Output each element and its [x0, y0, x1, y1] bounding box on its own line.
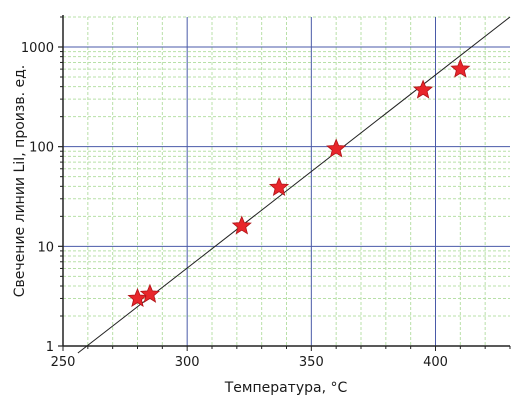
axes — [58, 15, 511, 351]
x-tick-label: 400 — [423, 355, 448, 370]
y-tick-labels: 1 10 100 1000 — [21, 41, 54, 355]
y-tick-label: 1 — [46, 340, 54, 355]
data-point-star — [127, 287, 148, 307]
x-tick-label: 250 — [51, 355, 76, 370]
y-axis-title: Свечение линии LiI, произв. ед. — [12, 65, 28, 297]
x-axis-title: Температура, °C — [224, 380, 348, 396]
y-tick-label: 10 — [37, 240, 54, 255]
x-tick-labels: 250 300 350 400 — [51, 355, 448, 370]
data-points — [127, 58, 471, 307]
y-tick-label: 100 — [29, 141, 54, 156]
data-point-star — [413, 79, 434, 99]
fit-line-group — [77, 16, 511, 354]
x-tick-label: 350 — [299, 355, 324, 370]
data-point-star — [450, 58, 471, 78]
x-tick-label: 300 — [175, 355, 200, 370]
data-point-star — [139, 283, 160, 303]
data-point-star — [268, 176, 290, 196]
y-tick-label: 1000 — [21, 41, 54, 56]
fit-line — [77, 16, 511, 354]
data-point-star — [326, 138, 347, 158]
major-grid — [63, 17, 510, 346]
data-point-star — [231, 215, 252, 235]
